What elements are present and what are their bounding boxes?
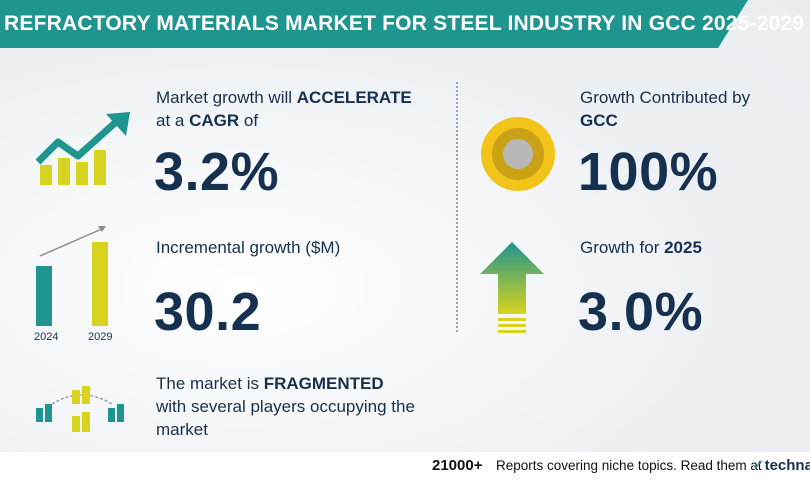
growth-chart-icon — [35, 112, 130, 185]
footer-report-count: 21000+ — [432, 457, 483, 474]
brand-name: technav — [764, 457, 810, 474]
incremental-bars-icon — [36, 226, 108, 326]
check-icon: ✓ — [752, 457, 765, 474]
footer-bar: 21000+ Reports covering niche topics. Re… — [0, 452, 810, 480]
column-divider — [456, 82, 458, 332]
bar-year-2029: 2029 — [88, 331, 113, 343]
title-banner — [0, 0, 748, 48]
incremental-value: 30.2 — [154, 282, 262, 342]
up-arrow-icon — [480, 242, 544, 333]
brand-logo[interactable]: ✓technav — [752, 456, 810, 474]
cagr-label: Market growth will ACCELERATE at a CAGR … — [156, 88, 412, 130]
donut-icon — [481, 117, 555, 191]
footer-text: Reports covering niche topics. Read them… — [496, 458, 762, 473]
buildings-network-icon — [36, 386, 124, 432]
bar-year-2024: 2024 — [34, 331, 59, 343]
cagr-value: 3.2% — [154, 142, 280, 202]
contribution-label: Growth Contributed by GCC — [580, 88, 751, 130]
page-title: REFRACTORY MATERIALS MARKET FOR STEEL IN… — [4, 12, 805, 35]
yoy-label: Growth for 2025 — [580, 238, 702, 257]
yoy-value: 3.0% — [578, 282, 704, 342]
incremental-label: Incremental growth ($M) — [156, 238, 341, 257]
contribution-value: 100% — [578, 142, 719, 202]
fragmented-label: The market is FRAGMENTED with several pl… — [156, 374, 415, 439]
